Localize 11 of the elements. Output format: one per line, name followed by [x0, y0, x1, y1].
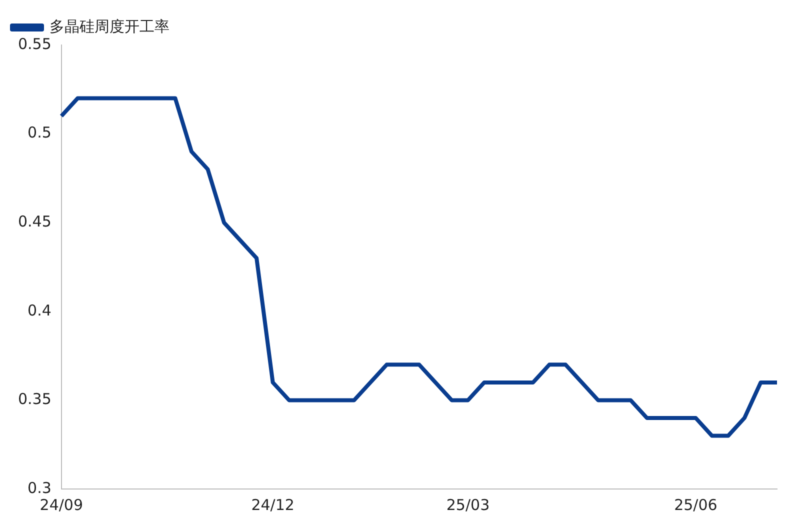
- x-tick-label: 24/09: [40, 496, 84, 514]
- y-tick-label: 0.55: [18, 34, 52, 53]
- y-tick-label: 0.3: [28, 478, 52, 497]
- y-tick-label: 0.35: [18, 390, 52, 408]
- y-tick-label: 0.45: [18, 212, 52, 230]
- x-tick-label: 25/03: [446, 496, 490, 514]
- legend-label: 多晶硅周度开工率: [50, 17, 170, 36]
- x-tick-label: 25/06: [674, 496, 718, 514]
- y-tick-label: 0.4: [28, 301, 52, 320]
- x-tick-label: 24/12: [251, 496, 294, 514]
- y-tick-label: 0.5: [28, 124, 52, 142]
